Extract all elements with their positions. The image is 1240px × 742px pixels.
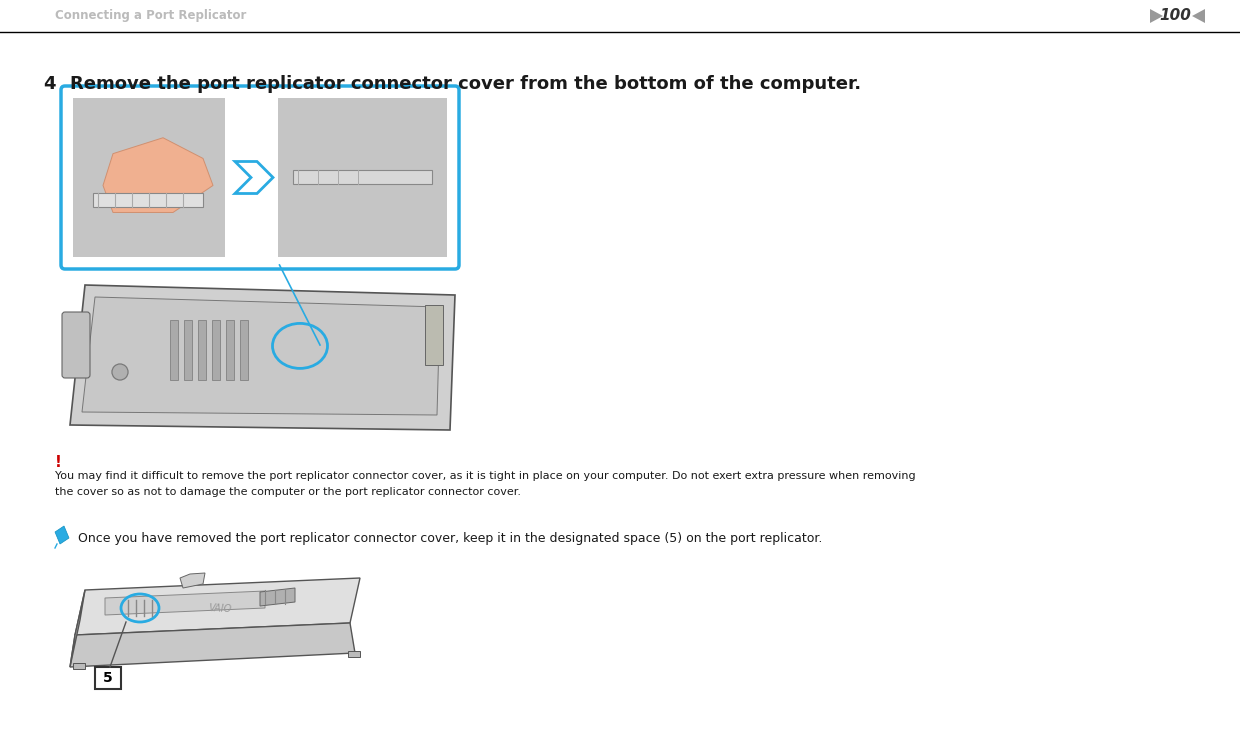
Text: the cover so as not to damage the computer or the port replicator connector cove: the cover so as not to damage the comput… bbox=[55, 487, 521, 497]
Text: 5: 5 bbox=[103, 671, 113, 685]
Text: Once you have removed the port replicator connector cover, keep it in the design: Once you have removed the port replicato… bbox=[78, 532, 822, 545]
Polygon shape bbox=[69, 285, 455, 430]
Text: Remove the port replicator connector cover from the bottom of the computer.: Remove the port replicator connector cov… bbox=[69, 75, 861, 93]
Bar bbox=[93, 194, 203, 208]
Text: You may find it difficult to remove the port replicator connector cover, as it i: You may find it difficult to remove the … bbox=[55, 471, 915, 481]
FancyBboxPatch shape bbox=[62, 312, 91, 378]
Polygon shape bbox=[105, 591, 265, 615]
Polygon shape bbox=[69, 590, 86, 667]
Polygon shape bbox=[1192, 9, 1205, 23]
Polygon shape bbox=[180, 573, 205, 588]
Bar bbox=[348, 651, 360, 657]
Polygon shape bbox=[55, 526, 69, 544]
Text: !: ! bbox=[55, 455, 62, 470]
Circle shape bbox=[112, 364, 128, 380]
Polygon shape bbox=[74, 578, 360, 635]
Bar bbox=[95, 667, 122, 689]
Text: Connecting a Port Replicator: Connecting a Port Replicator bbox=[55, 10, 247, 22]
Bar bbox=[73, 663, 86, 669]
Bar bbox=[293, 170, 432, 183]
Bar bbox=[226, 320, 234, 380]
Bar bbox=[212, 320, 219, 380]
Polygon shape bbox=[103, 138, 213, 212]
Polygon shape bbox=[69, 623, 355, 667]
Bar bbox=[198, 320, 206, 380]
Bar bbox=[278, 98, 446, 257]
Text: 100: 100 bbox=[1159, 8, 1190, 24]
Bar bbox=[425, 305, 443, 365]
FancyBboxPatch shape bbox=[61, 86, 459, 269]
Bar bbox=[241, 320, 248, 380]
Polygon shape bbox=[260, 588, 295, 606]
Bar bbox=[184, 320, 192, 380]
Bar bbox=[73, 98, 224, 257]
Text: VAIO: VAIO bbox=[208, 603, 232, 614]
Polygon shape bbox=[82, 297, 440, 415]
Polygon shape bbox=[236, 162, 273, 194]
Bar bbox=[170, 320, 179, 380]
Polygon shape bbox=[1149, 9, 1163, 23]
Text: 4: 4 bbox=[43, 75, 56, 93]
